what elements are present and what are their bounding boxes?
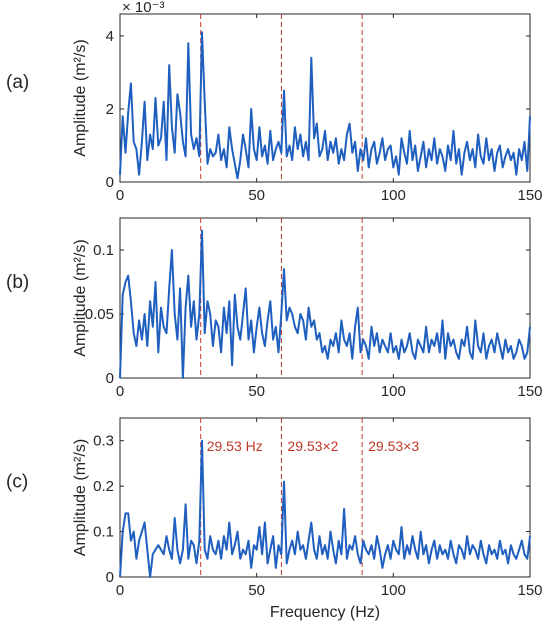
x-tick-label: 100 [381,582,406,599]
x-tick-label: 0 [116,187,124,204]
x-tick-label: 50 [248,582,265,599]
spectrum-line [119,229,531,379]
y-tick-label: 0.3 [93,433,114,450]
panel-label: (a) [6,72,29,93]
y-tick-label: 4 [106,28,114,45]
y-tick-label: 0 [106,370,114,387]
harmonic-annotation: 29.53×2 [287,438,338,454]
x-tick-label: 150 [517,383,542,400]
x-tick-label: 100 [381,383,406,400]
panel-a: 0 50 100 150 0 2 4 Amplitude (m²/s) (a) × 10⁻³ [6,0,543,204]
panel-label: (c) [6,472,28,493]
panel-label: (b) [6,272,29,293]
x-tick-label: 0 [116,582,124,599]
harmonic-annotation: 29.53×3 [368,438,419,454]
x-tick-label: 100 [381,187,406,204]
axes-box [119,217,531,379]
axes-box [119,417,531,578]
axis-exponent: × 10⁻³ [122,0,165,16]
spectrum-line [119,31,531,180]
y-tick-label: 2 [106,101,114,118]
x-tick-label: 50 [248,187,265,204]
y-tick-label: 0.1 [93,524,114,541]
harmonic-annotation: 29.53 Hz [207,438,263,454]
y-tick-label: 0.05 [85,306,114,323]
y-axis-label: Amplitude (m²/s) [72,439,89,556]
x-tick-label: 150 [517,187,542,204]
x-axis-label: Frequency (Hz) [270,604,380,621]
y-tick-label: 0 [106,174,114,191]
y-axis-label: Amplitude (m²/s) [72,39,89,156]
x-tick-label: 0 [116,383,124,400]
x-tick-label: 150 [517,582,542,599]
axes-box [119,13,531,183]
y-tick-label: 0.2 [93,478,114,495]
spectrum-line [119,439,531,578]
y-axis-label: Amplitude (m²/s) [72,239,89,356]
y-tick-label: 0.1 [93,242,114,259]
y-tick-label: 0 [106,569,114,586]
x-tick-label: 50 [248,383,265,400]
